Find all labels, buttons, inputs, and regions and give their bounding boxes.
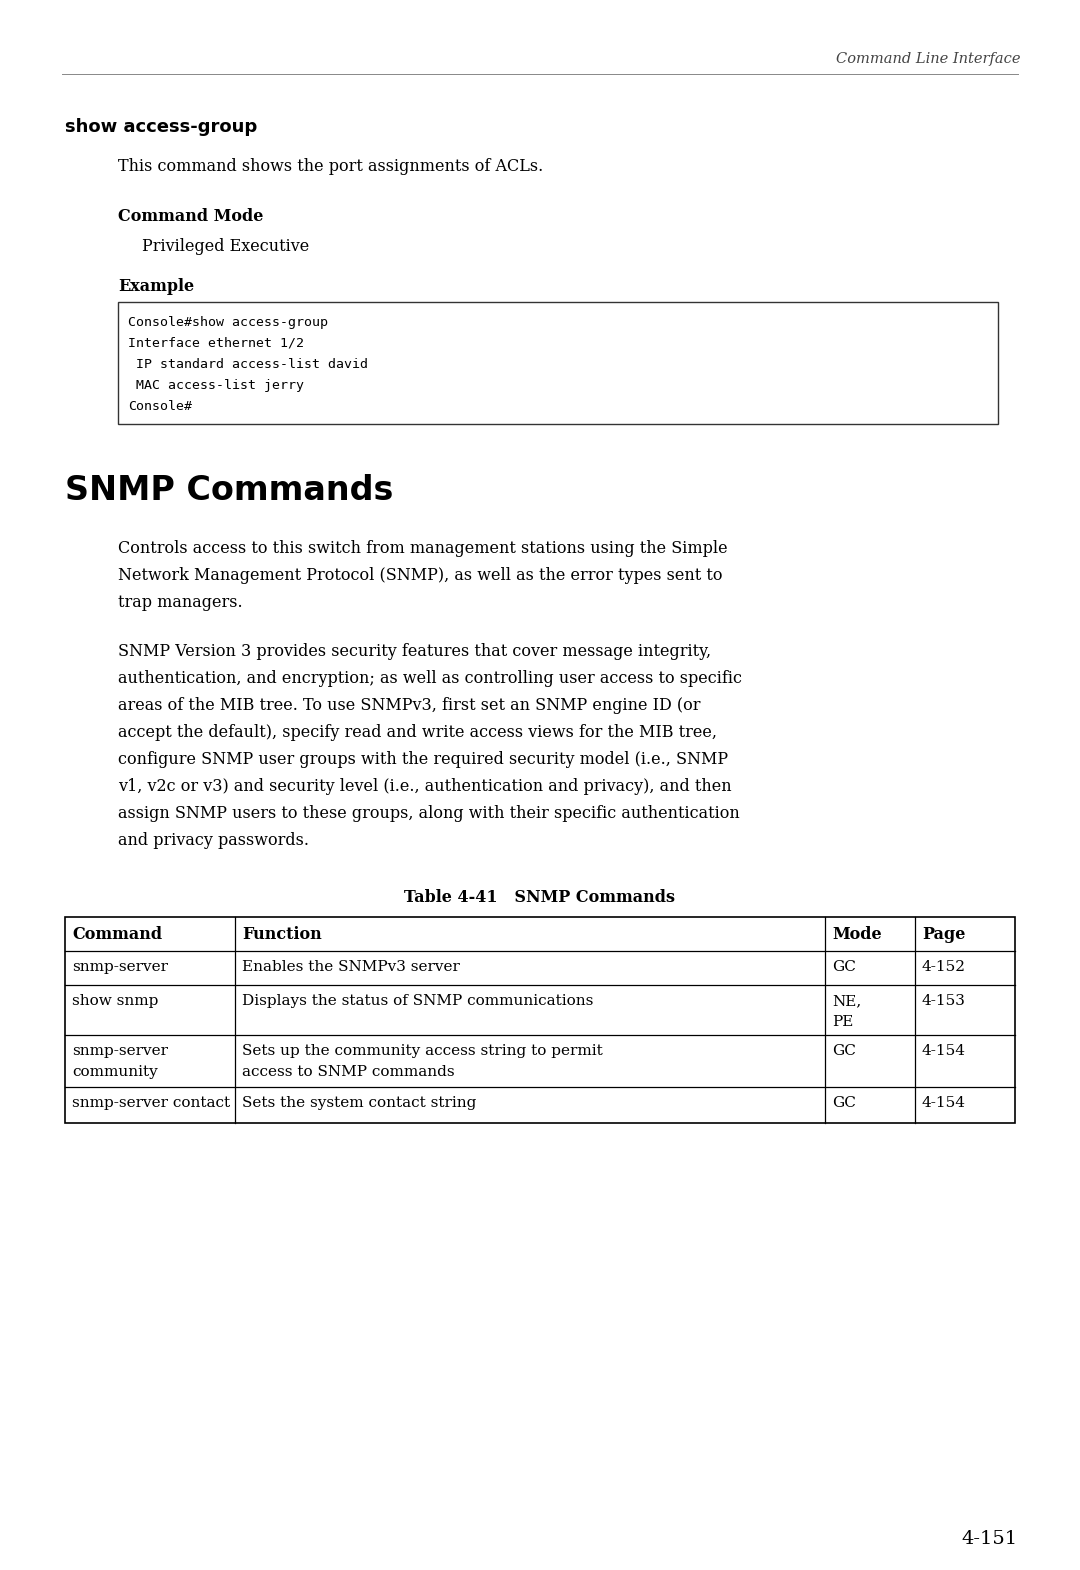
Bar [65, 917, 1015, 1123]
Text: show access-group: show access-group [65, 118, 257, 137]
Text: Sets up the community access string to permit: Sets up the community access string to p… [242, 1044, 603, 1058]
Text: NE,: NE, [832, 994, 861, 1008]
Text: 4-154: 4-154 [922, 1044, 966, 1058]
Text: This command shows the port assignments of ACLs.: This command shows the port assignments … [118, 159, 543, 174]
Text: Enables the SNMPv3 server: Enables the SNMPv3 server [242, 959, 460, 973]
Text: IP standard access-list david: IP standard access-list david [129, 358, 368, 371]
Text: Example: Example [118, 278, 194, 295]
Text: Privileged Executive: Privileged Executive [141, 239, 309, 254]
Text: trap managers.: trap managers. [118, 593, 243, 611]
Text: Network Management Protocol (SNMP), as well as the error types sent to: Network Management Protocol (SNMP), as w… [118, 567, 723, 584]
Text: Command Mode: Command Mode [118, 207, 264, 225]
Text: v1, v2c or v3) and security level (i.e., authentication and privacy), and then: v1, v2c or v3) and security level (i.e.,… [118, 779, 731, 794]
Text: MAC access-list jerry: MAC access-list jerry [129, 378, 303, 392]
Text: GC: GC [832, 1096, 855, 1110]
Text: Command Line Interface: Command Line Interface [836, 52, 1020, 66]
Text: areas of the MIB tree. To use SNMPv3, first set an SNMP engine ID (or: areas of the MIB tree. To use SNMPv3, fi… [118, 697, 701, 714]
Text: Sets the system contact string: Sets the system contact string [242, 1096, 476, 1110]
Text: Page: Page [922, 926, 966, 944]
Text: snmp-server: snmp-server [72, 1044, 168, 1058]
Text: Controls access to this switch from management stations using the Simple: Controls access to this switch from mana… [118, 540, 728, 557]
Text: snmp-server contact: snmp-server contact [72, 1096, 230, 1110]
Text: show snmp: show snmp [72, 994, 159, 1008]
Text: snmp-server: snmp-server [72, 959, 168, 973]
Text: 4-153: 4-153 [922, 994, 966, 1008]
Text: GC: GC [832, 1044, 855, 1058]
Text: GC: GC [832, 959, 855, 973]
Bar [118, 301, 998, 424]
Text: Function: Function [242, 926, 322, 944]
Text: Mode: Mode [832, 926, 881, 944]
Text: configure SNMP user groups with the required security model (i.e., SNMP: configure SNMP user groups with the requ… [118, 750, 728, 768]
Text: accept the default), specify read and write access views for the MIB tree,: accept the default), specify read and wr… [118, 724, 717, 741]
Text: 4-151: 4-151 [962, 1531, 1018, 1548]
Text: Console#show access-group: Console#show access-group [129, 316, 328, 330]
Text: community: community [72, 1064, 158, 1079]
Text: Console#: Console# [129, 400, 192, 413]
Text: Displays the status of SNMP communications: Displays the status of SNMP communicatio… [242, 994, 593, 1008]
Text: access to SNMP commands: access to SNMP commands [242, 1064, 455, 1079]
Text: PE: PE [832, 1014, 853, 1028]
Text: assign SNMP users to these groups, along with their specific authentication: assign SNMP users to these groups, along… [118, 805, 740, 823]
Text: SNMP Commands: SNMP Commands [65, 474, 393, 507]
Text: authentication, and encryption; as well as controlling user access to specific: authentication, and encryption; as well … [118, 670, 742, 688]
Text: SNMP Version 3 provides security features that cover message integrity,: SNMP Version 3 provides security feature… [118, 644, 711, 659]
Text: Interface ethernet 1/2: Interface ethernet 1/2 [129, 338, 303, 350]
Text: and privacy passwords.: and privacy passwords. [118, 832, 309, 849]
Text: 4-154: 4-154 [922, 1096, 966, 1110]
Text: Command: Command [72, 926, 162, 944]
Text: Table 4-41   SNMP Commands: Table 4-41 SNMP Commands [405, 889, 675, 906]
Text: 4-152: 4-152 [922, 959, 966, 973]
